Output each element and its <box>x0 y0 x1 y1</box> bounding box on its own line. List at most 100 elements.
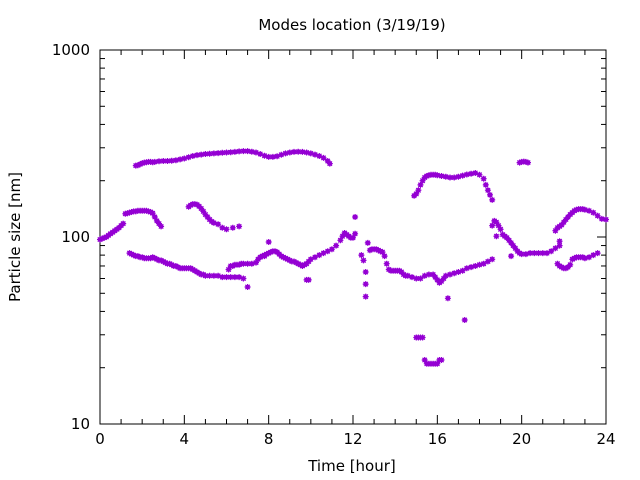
data-point <box>447 271 453 278</box>
data-point <box>552 245 559 252</box>
data-point <box>181 155 188 162</box>
data-point <box>185 154 192 161</box>
data-point <box>455 269 462 275</box>
x-tick-label: 16 <box>428 430 447 448</box>
data-point <box>286 149 293 156</box>
data-point <box>493 233 500 240</box>
data-point <box>525 159 531 166</box>
data-point <box>434 172 441 179</box>
data-point <box>244 260 251 267</box>
data-point <box>269 153 276 160</box>
data-point <box>177 156 184 163</box>
data-point <box>316 252 323 259</box>
data-point <box>447 174 453 181</box>
data-point <box>312 151 318 158</box>
data-point <box>556 238 563 245</box>
data-point <box>120 220 127 227</box>
data-point <box>489 256 496 263</box>
axis-ticks <box>99 49 607 425</box>
data-points <box>97 148 609 367</box>
data-point <box>598 215 605 222</box>
data-point <box>215 221 222 228</box>
chart-title: Modes location (3/19/19) <box>258 16 445 34</box>
data-point <box>303 149 310 156</box>
data-point <box>539 250 546 257</box>
data-point <box>567 261 574 268</box>
data-point <box>151 158 158 165</box>
data-point <box>333 242 340 249</box>
data-point <box>219 274 226 281</box>
data-point <box>210 150 217 157</box>
data-point <box>468 264 475 271</box>
data-point <box>265 239 272 245</box>
data-point <box>219 224 226 231</box>
data-point <box>451 270 458 277</box>
data-point <box>415 187 422 194</box>
data-point <box>409 274 415 281</box>
data-point <box>472 263 479 269</box>
data-point <box>459 267 466 274</box>
data-point <box>413 275 420 282</box>
data-point <box>240 275 247 282</box>
data-point <box>324 248 331 255</box>
data-point <box>328 246 335 253</box>
data-point <box>151 214 158 220</box>
data-point <box>326 160 333 167</box>
data-point <box>362 281 369 288</box>
data-point <box>320 250 327 257</box>
data-point <box>497 226 504 233</box>
data-point <box>295 148 302 155</box>
data-point <box>364 239 371 246</box>
data-point <box>413 190 420 197</box>
data-point <box>248 260 255 267</box>
data-point <box>379 249 386 256</box>
data-point <box>244 284 251 290</box>
data-point <box>495 222 502 229</box>
data-point <box>189 153 196 159</box>
data-point <box>531 250 538 257</box>
data-point <box>362 269 369 275</box>
data-point <box>476 261 483 268</box>
data-point <box>223 274 230 281</box>
data-point <box>425 271 432 278</box>
data-point <box>556 242 563 249</box>
x-tick-label: 24 <box>596 430 615 448</box>
data-point <box>581 206 588 213</box>
data-point <box>158 223 165 230</box>
data-point <box>160 158 167 164</box>
data-point <box>265 153 272 160</box>
data-point <box>590 209 597 216</box>
data-point <box>168 157 175 164</box>
y-tick-label: 1000 <box>52 41 90 59</box>
data-point <box>451 174 458 181</box>
data-point <box>463 171 470 178</box>
data-point <box>476 171 483 178</box>
data-point <box>383 260 390 267</box>
data-point <box>544 250 550 257</box>
data-point <box>594 212 601 219</box>
data-point <box>223 226 230 233</box>
data-point <box>586 254 593 261</box>
data-point <box>455 173 462 180</box>
data-point <box>442 272 449 279</box>
data-point <box>194 152 200 159</box>
data-point <box>307 256 314 263</box>
data-point <box>248 148 255 155</box>
data-point <box>206 150 213 157</box>
x-tick-label: 8 <box>264 430 274 448</box>
data-point <box>320 154 327 161</box>
data-point <box>482 181 489 188</box>
data-point <box>305 276 312 283</box>
data-point <box>337 237 344 244</box>
data-point <box>231 148 238 155</box>
data-point <box>227 149 234 156</box>
data-point <box>210 272 217 279</box>
data-point <box>434 360 441 367</box>
data-point <box>198 151 205 158</box>
data-point <box>487 191 493 198</box>
data-point <box>438 357 445 363</box>
x-tick-label: 12 <box>343 430 362 448</box>
data-point <box>299 148 306 155</box>
data-point <box>461 317 468 323</box>
